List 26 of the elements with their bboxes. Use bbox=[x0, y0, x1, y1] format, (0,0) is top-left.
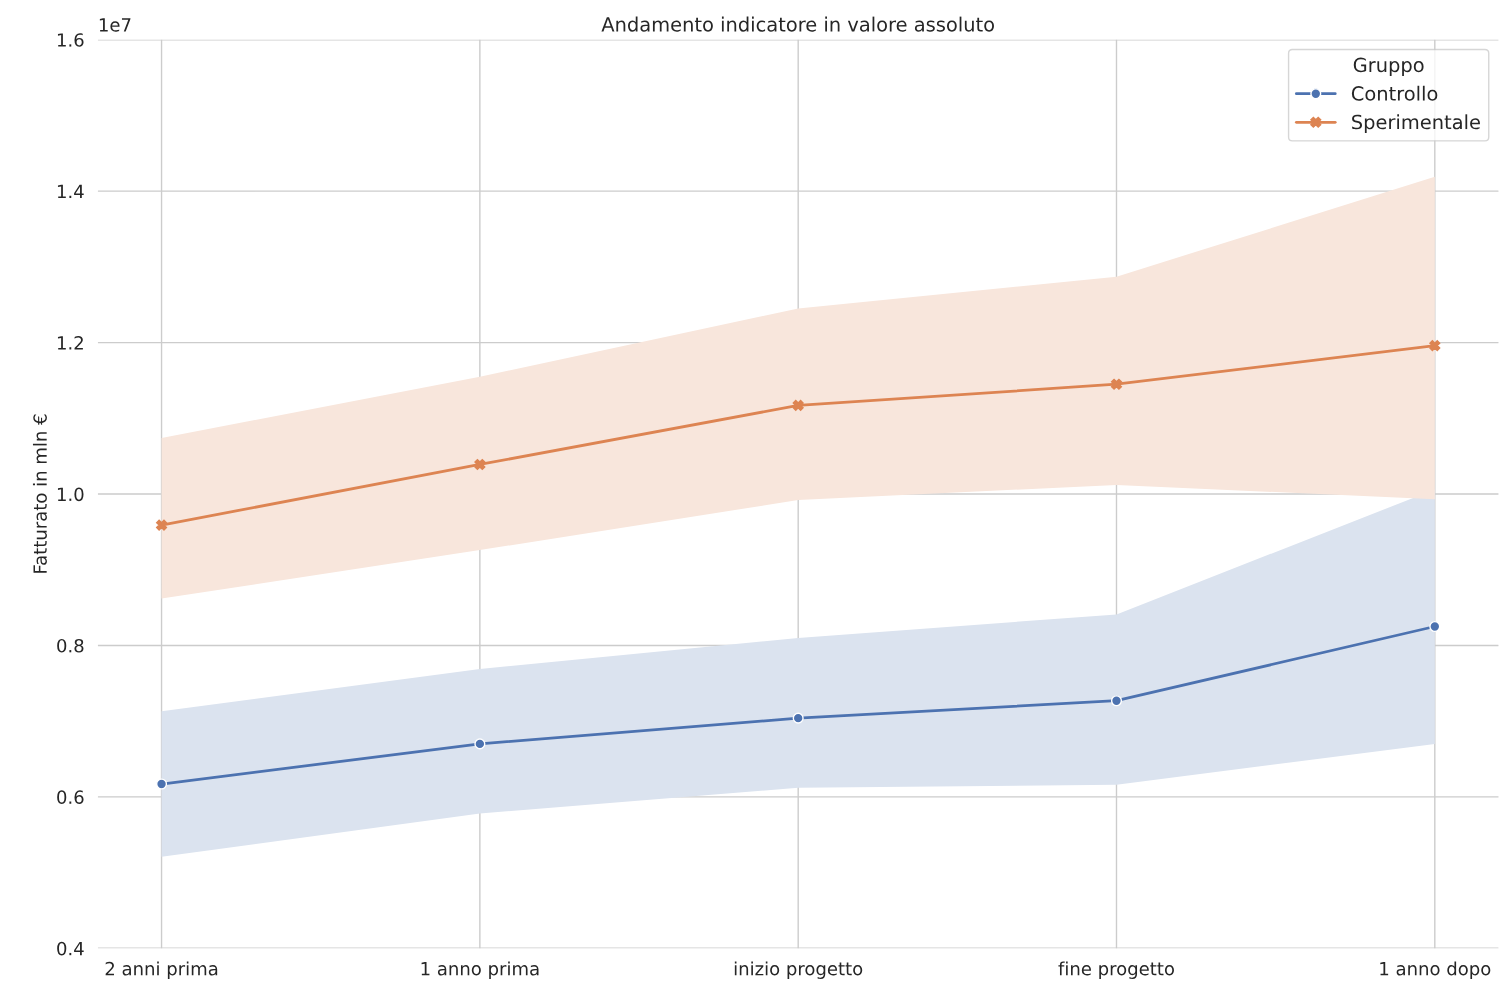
point bbox=[155, 519, 168, 531]
x-tick-label: 1 anno dopo bbox=[1380, 961, 1491, 979]
y-tick-label: 1.4 bbox=[57, 184, 84, 199]
y-tick-label: 0.8 bbox=[57, 638, 84, 653]
y-tick-label: 0.4 bbox=[57, 941, 84, 956]
legend-label: Controllo bbox=[1351, 85, 1438, 101]
y-axis-title: Fatturato in mln € bbox=[32, 414, 47, 573]
x-tick-label: inizio progetto bbox=[734, 961, 863, 979]
point bbox=[1110, 378, 1123, 390]
legend-title: Gruppo bbox=[1353, 57, 1424, 77]
point bbox=[1429, 340, 1441, 352]
chart-title: Andamento indicatore in valore assoluto bbox=[601, 16, 994, 32]
text: 1e7 bbox=[99, 18, 131, 32]
y-tick-label: 1.0 bbox=[57, 487, 84, 502]
point bbox=[792, 399, 804, 411]
y-tick-label: 0.6 bbox=[57, 790, 84, 804]
point bbox=[474, 738, 486, 750]
point bbox=[474, 458, 486, 471]
y-tick-label: 1.6 bbox=[57, 33, 84, 47]
x-tick-label: 1 anno prima bbox=[421, 961, 539, 979]
point bbox=[1110, 695, 1123, 707]
x-tick-label: 2 anni prima bbox=[105, 961, 218, 979]
y-tick-label: 1.2 bbox=[57, 336, 83, 350]
legend-label: Sperimentale bbox=[1352, 114, 1480, 134]
x-tick-label: fine progetto bbox=[1058, 961, 1174, 979]
point bbox=[792, 712, 804, 724]
